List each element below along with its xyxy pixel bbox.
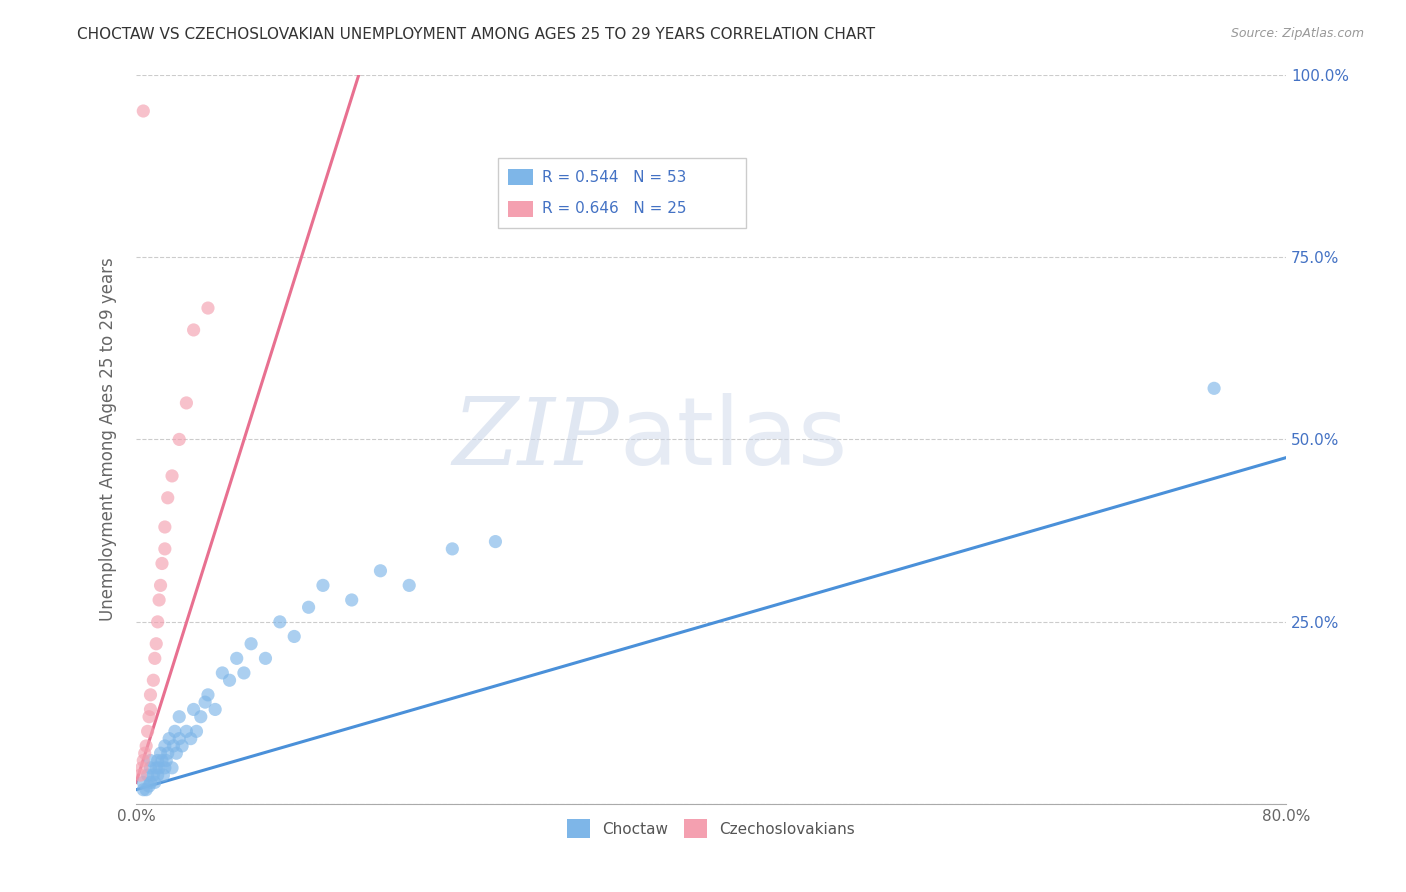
Bar	[508, 201, 533, 217]
Point	[194, 695, 217, 709]
Point	[139, 775, 162, 789]
Point	[148, 593, 170, 607]
Point	[254, 651, 277, 665]
Point	[132, 775, 155, 789]
Point	[152, 768, 174, 782]
Point	[136, 768, 159, 782]
Point	[135, 782, 157, 797]
Point	[176, 724, 198, 739]
Point	[1204, 381, 1226, 395]
Text: Source: ZipAtlas.com: Source: ZipAtlas.com	[1230, 27, 1364, 40]
Point	[146, 768, 169, 782]
Text: R = 0.646   N = 25: R = 0.646 N = 25	[541, 202, 686, 216]
Point	[138, 710, 160, 724]
Point	[131, 761, 153, 775]
Point	[136, 724, 159, 739]
Point	[163, 724, 186, 739]
Point	[232, 665, 254, 680]
Bar	[508, 169, 533, 186]
Point	[155, 754, 177, 768]
Point	[153, 761, 176, 775]
Bar	[498, 159, 745, 227]
Text: CHOCTAW VS CZECHOSLOVAKIAN UNEMPLOYMENT AMONG AGES 25 TO 29 YEARS CORRELATION CH: CHOCTAW VS CZECHOSLOVAKIAN UNEMPLOYMENT …	[77, 27, 876, 42]
Point	[297, 600, 319, 615]
Point	[240, 637, 263, 651]
Point	[129, 768, 152, 782]
Point	[160, 469, 183, 483]
Legend: Choctaw, Czechoslovakians: Choctaw, Czechoslovakians	[561, 814, 860, 844]
Point	[153, 739, 176, 753]
Point	[160, 761, 183, 775]
Point	[197, 301, 219, 315]
Point	[370, 564, 392, 578]
Point	[135, 739, 157, 753]
Point	[172, 739, 194, 753]
Point	[138, 779, 160, 793]
Point	[150, 754, 173, 768]
Point	[146, 754, 169, 768]
Point	[204, 702, 226, 716]
Point	[142, 768, 165, 782]
Text: atlas: atlas	[619, 393, 848, 485]
Point	[139, 688, 162, 702]
Point	[211, 665, 233, 680]
Point	[441, 541, 464, 556]
Point	[225, 651, 247, 665]
Point	[157, 731, 180, 746]
Point	[149, 578, 172, 592]
Point	[167, 433, 190, 447]
Point	[145, 637, 167, 651]
Point	[183, 702, 205, 716]
Point	[156, 491, 179, 505]
Point	[186, 724, 208, 739]
Point	[132, 782, 155, 797]
Point	[153, 520, 176, 534]
Y-axis label: Unemployment Among Ages 25 to 29 years: Unemployment Among Ages 25 to 29 years	[100, 258, 117, 622]
Point	[190, 710, 212, 724]
Point	[218, 673, 240, 688]
Point	[183, 323, 205, 337]
Text: ZIP: ZIP	[453, 394, 619, 484]
Point	[142, 673, 165, 688]
Point	[150, 557, 173, 571]
Text: R = 0.544   N = 53: R = 0.544 N = 53	[541, 169, 686, 185]
Point	[139, 761, 162, 775]
Point	[167, 731, 190, 746]
Point	[132, 103, 155, 118]
Point	[176, 396, 198, 410]
Point	[283, 630, 305, 644]
Point	[180, 731, 202, 746]
Point	[143, 651, 166, 665]
Point	[197, 688, 219, 702]
Point	[145, 761, 167, 775]
Point	[134, 746, 156, 760]
Point	[165, 746, 187, 760]
Point	[143, 775, 166, 789]
Point	[149, 746, 172, 760]
Point	[312, 578, 335, 592]
Point	[484, 534, 506, 549]
Point	[269, 615, 291, 629]
Point	[139, 754, 162, 768]
Point	[148, 761, 170, 775]
Point	[139, 702, 162, 716]
Point	[167, 710, 190, 724]
Point	[162, 739, 184, 753]
Point	[132, 754, 155, 768]
Point	[156, 746, 179, 760]
Point	[153, 541, 176, 556]
Point	[398, 578, 420, 592]
Point	[340, 593, 363, 607]
Point	[146, 615, 169, 629]
